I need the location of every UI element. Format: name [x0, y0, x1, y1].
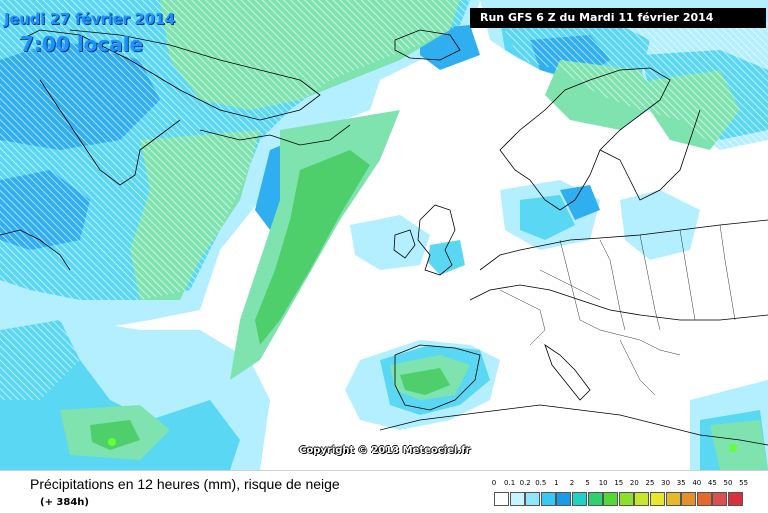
legend-label: 0.1	[504, 479, 516, 487]
precip-legend: 0 0.1 0.2 0.5 1 2 5 10 15 20 25 30 35 40 45 50 55	[492, 477, 764, 511]
legend-label: 0	[491, 479, 497, 487]
model-run-label: Run GFS 6 Z du Mardi 11 février 2014	[470, 8, 766, 28]
snow-risk-hatching	[0, 0, 768, 400]
precipitation-map[interactable]: Jeudi 27 février 2014 7:00 locale Run GF…	[0, 0, 768, 470]
legend-swatch	[525, 492, 541, 506]
legend-label: 0.2	[519, 479, 531, 487]
legend-swatch	[494, 492, 509, 506]
legend-swatch	[634, 492, 650, 506]
copyright-text: Copyright © 2013 Meteociel.fr	[299, 445, 471, 456]
legend-swatch	[681, 492, 697, 506]
legend-swatch	[618, 492, 634, 506]
legend-label: 55	[739, 479, 749, 487]
legend-label: 0.5	[535, 479, 547, 487]
coastlines	[0, 29, 768, 446]
precip-dark-green	[90, 150, 450, 450]
legend-swatch	[509, 492, 525, 506]
map-caption-bar: Précipitations en 12 heures (mm), risque…	[0, 470, 768, 513]
map-caption-title: Précipitations en 12 heures (mm), risque…	[30, 476, 340, 492]
forecast-horizon: (+ 384h)	[40, 497, 89, 508]
country-borders	[499, 224, 736, 396]
map-canvas	[0, 0, 768, 470]
legend-label: 25	[645, 479, 655, 487]
legend-label: 10	[598, 479, 608, 487]
precip-bright	[108, 438, 737, 452]
forecast-date: Jeudi 27 février 2014	[4, 10, 175, 28]
legend-label: 15	[614, 479, 624, 487]
legend-label: 2	[569, 479, 575, 487]
legend-swatch	[587, 492, 603, 506]
legend-label: 20	[629, 479, 639, 487]
legend-label: 45	[707, 479, 717, 487]
legend-swatch	[665, 492, 681, 506]
legend-label: 50	[723, 479, 733, 487]
legend-swatch	[712, 492, 728, 506]
legend-swatch	[696, 492, 712, 506]
legend-label: 30	[661, 479, 671, 487]
forecast-time: 7:00 locale	[20, 32, 144, 56]
legend-swatch	[603, 492, 619, 506]
legend-swatch	[650, 492, 665, 506]
legend-swatch	[728, 492, 743, 506]
legend-swatch	[540, 492, 556, 506]
legend-swatch	[556, 492, 572, 506]
legend-label: 1	[554, 479, 559, 487]
legend-swatch	[572, 492, 587, 506]
legend-label: 40	[692, 479, 702, 487]
legend-label: 5	[585, 479, 590, 487]
legend-label: 35	[676, 479, 686, 487]
